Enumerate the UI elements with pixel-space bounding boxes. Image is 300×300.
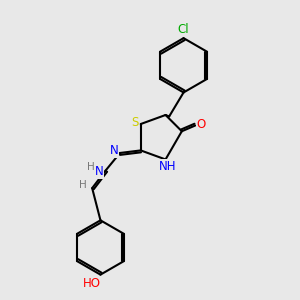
Text: HO: HO — [82, 277, 100, 290]
Text: N: N — [110, 144, 118, 157]
Text: Cl: Cl — [178, 23, 189, 36]
Text: S: S — [131, 116, 139, 129]
Text: NH: NH — [158, 160, 176, 173]
Text: H: H — [79, 180, 87, 190]
Text: H: H — [87, 162, 95, 172]
Text: N: N — [95, 165, 103, 178]
Text: O: O — [196, 118, 206, 131]
